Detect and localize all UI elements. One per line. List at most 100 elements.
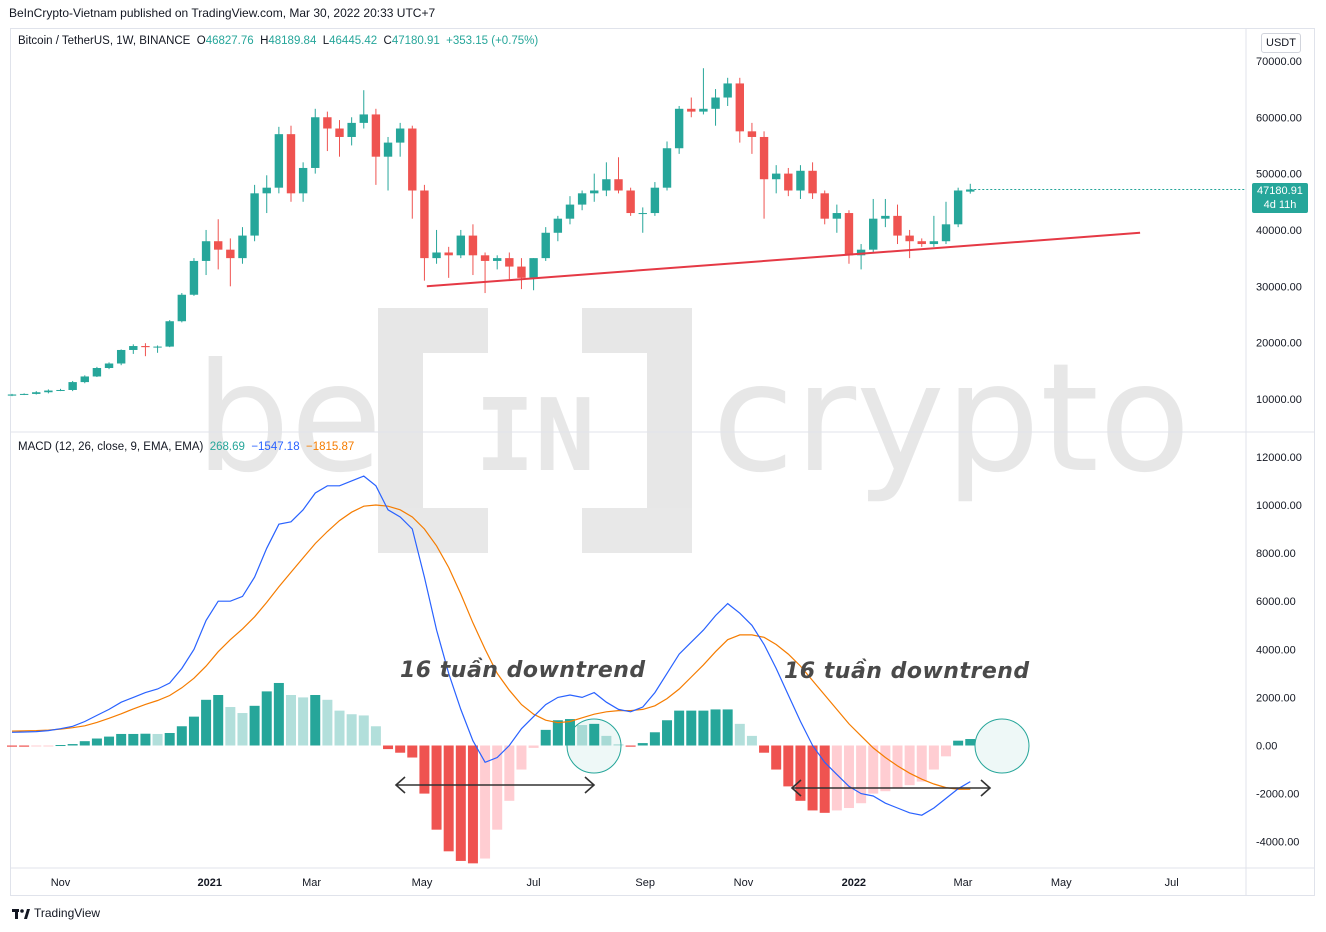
histogram-bar	[904, 745, 915, 786]
histogram-bar	[443, 745, 454, 852]
macd-axis-tick: 8000.00	[1256, 548, 1296, 560]
time-axis-tick: May	[1051, 877, 1072, 889]
histogram-bar	[795, 745, 806, 801]
candle-body	[189, 260, 199, 295]
candle-body	[44, 390, 53, 393]
histogram-bar	[213, 694, 224, 746]
candle-body	[614, 179, 623, 191]
histogram-bar	[516, 745, 527, 770]
support-trendline	[426, 231, 1141, 288]
candle-body	[699, 108, 708, 112]
low-value: 46445.42	[329, 35, 378, 47]
price-axis-tick: 40000.00	[1256, 225, 1302, 237]
histogram-bar	[467, 745, 478, 864]
candle-body	[869, 218, 878, 250]
arrow-head-left	[394, 776, 406, 794]
histogram-bar	[334, 710, 345, 746]
histogram-bar	[7, 745, 17, 747]
open-key: O	[196, 35, 206, 47]
price-axis-tick: 20000.00	[1256, 338, 1302, 350]
histogram-bar	[528, 745, 539, 748]
histogram-bar	[273, 682, 284, 746]
candle-body	[541, 232, 550, 259]
histogram-bar	[152, 733, 163, 746]
histogram-bar	[759, 745, 770, 753]
candle-body	[602, 179, 611, 191]
watermark-bracket-right	[582, 308, 692, 553]
candle-body	[56, 389, 65, 391]
downtrend-arrow-right	[790, 779, 992, 797]
candle-body	[966, 189, 975, 192]
candle-body	[784, 173, 793, 191]
histogram-bar	[880, 745, 891, 792]
annotation-left: 16 tuần downtrend	[400, 658, 646, 683]
candle-body	[238, 235, 247, 259]
last-price: 47180.91	[1257, 185, 1303, 197]
high-value: 48189.84	[268, 35, 317, 47]
histogram-bar	[601, 735, 612, 746]
candle-body	[80, 376, 89, 383]
currency-badge[interactable]: USDT	[1261, 33, 1301, 53]
watermark-logo: be IN crypto	[195, 308, 1191, 553]
histogram-bar	[916, 745, 927, 782]
candle-body	[747, 131, 757, 137]
macd-title[interactable]: MACD (12, 26, close, 9, EMA, EMA)	[18, 441, 204, 453]
histogram-bar	[492, 745, 503, 830]
candle-body	[214, 241, 223, 250]
histogram-bar	[67, 744, 78, 746]
watermark-text-box: IN	[475, 377, 595, 494]
candle-body	[323, 117, 332, 129]
candle-body	[68, 382, 77, 390]
histogram-bar	[55, 745, 66, 747]
candle-body	[201, 241, 211, 261]
histogram-bar	[104, 736, 115, 746]
macd-axis-tick: 12000.00	[1256, 452, 1302, 464]
histogram-bar	[625, 745, 636, 747]
tradingview-logo-icon	[12, 908, 30, 919]
histogram-bar	[649, 732, 660, 746]
histogram-bar	[358, 715, 369, 746]
time-axis-tick: Jul	[1165, 877, 1179, 889]
candles-group	[7, 68, 975, 397]
symbol-pair[interactable]: Bitcoin / TetherUS, 1W, BINANCE	[18, 35, 191, 47]
candle-body	[347, 122, 356, 137]
candle-body	[565, 204, 575, 219]
histogram-bar	[431, 745, 442, 830]
histogram-bar	[686, 710, 697, 746]
candle-body	[674, 108, 684, 149]
time-axis-tick: Mar	[954, 877, 973, 889]
candle-body	[311, 117, 320, 168]
macd-axis-tick: 6000.00	[1256, 596, 1296, 608]
candle-body	[893, 215, 902, 236]
price-axis-tick: 60000.00	[1256, 112, 1302, 124]
candle-body	[941, 224, 951, 242]
tradingview-brand[interactable]: TradingView	[34, 906, 101, 920]
histogram-bar	[965, 739, 976, 746]
low-key: L	[322, 35, 330, 47]
macd-line-value: −1547.18	[251, 441, 300, 453]
candle-body	[32, 392, 41, 394]
candle-body	[505, 258, 514, 267]
close-key: C	[383, 35, 392, 47]
histogram-bar	[383, 745, 394, 750]
candle-body	[929, 241, 939, 245]
candle-body	[723, 83, 732, 98]
candle-body	[820, 193, 829, 219]
candle-body	[456, 235, 466, 256]
macd-legend: MACD (12, 26, close, 9, EMA, EMA) 268.69…	[18, 441, 354, 453]
candle-body	[420, 190, 429, 259]
candle-body	[7, 394, 17, 396]
macd-axis-tick: 0.00	[1256, 741, 1277, 753]
candle-body	[517, 266, 526, 278]
histogram-bar	[261, 691, 272, 746]
signal-line	[11, 504, 971, 790]
macd-signal-value: −1815.87	[306, 441, 355, 453]
open-value: 46827.76	[205, 35, 254, 47]
histogram-bar	[928, 745, 939, 770]
candle-body	[395, 128, 405, 143]
candle-body	[177, 294, 187, 322]
time-axis-tick: Nov	[734, 877, 754, 889]
candle-body	[553, 218, 563, 233]
histogram-bar	[504, 745, 515, 801]
